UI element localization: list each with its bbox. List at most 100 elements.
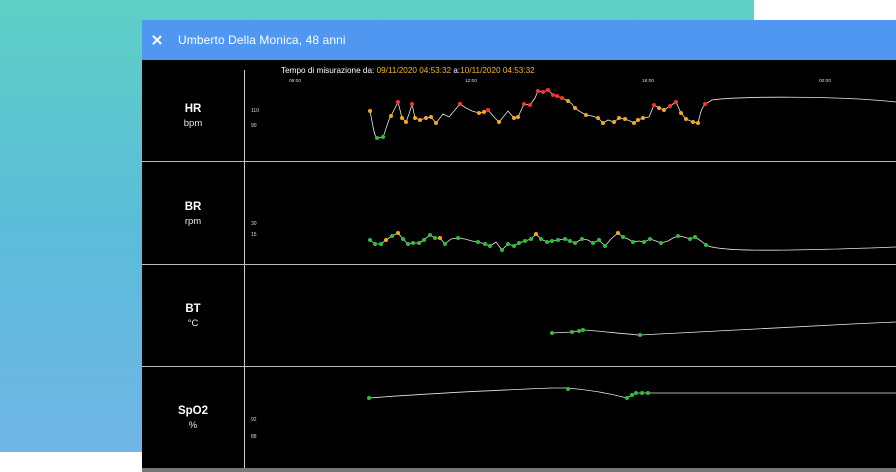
hr-point	[413, 116, 417, 120]
spo2-point	[634, 391, 638, 395]
spo2-point	[640, 391, 644, 395]
measurement-joiner: a:	[453, 66, 461, 75]
br-trend-line	[369, 232, 896, 251]
spo2-point	[630, 393, 634, 397]
y-tick: 92	[251, 417, 257, 423]
hr-point	[404, 120, 408, 124]
br-point	[422, 238, 426, 242]
spo2-point	[646, 391, 650, 395]
br-point	[368, 238, 372, 242]
br-point	[616, 231, 620, 235]
hr-point	[389, 114, 393, 118]
hr-point	[368, 109, 372, 113]
hr-point	[636, 118, 640, 122]
br-point	[523, 239, 527, 243]
hr-point	[674, 100, 678, 104]
row-label-spo2: SpO2 %	[142, 405, 244, 431]
hr-point	[566, 99, 570, 103]
x-tick: 06:00	[289, 79, 302, 84]
br-point	[390, 234, 394, 238]
hr-point	[375, 136, 379, 140]
hr-point	[652, 103, 656, 107]
hr-point	[555, 94, 559, 98]
x-tick: 18:00	[642, 79, 655, 84]
br-point	[517, 241, 521, 245]
br-point	[417, 241, 421, 245]
hr-point	[601, 121, 605, 125]
hr-point	[696, 121, 700, 125]
hr-point	[410, 102, 414, 106]
br-point	[642, 240, 646, 244]
y-tick: 15	[251, 232, 257, 238]
br-point	[573, 241, 577, 245]
hr-point	[691, 120, 695, 124]
br-point	[563, 237, 567, 241]
br-point	[433, 236, 437, 240]
hr-point	[546, 88, 550, 92]
hr-point	[424, 116, 428, 120]
br-point	[676, 234, 680, 238]
row-label-hr: HR bpm	[142, 103, 244, 129]
hr-point	[482, 110, 486, 114]
spo2-point	[625, 396, 629, 400]
bt-point	[570, 330, 574, 334]
br-point	[401, 237, 405, 241]
br-point	[631, 240, 635, 244]
br-point	[428, 233, 432, 237]
br-point	[443, 242, 447, 246]
patient-vitals-window: Umberto Della Monica, 48 anni Tempo di m…	[142, 20, 896, 472]
hr-point	[400, 116, 404, 120]
row-label-bt: BT °C	[142, 303, 244, 329]
x-tick: 00:00	[819, 79, 832, 84]
row-br	[142, 161, 896, 265]
vital-unit: bpm	[183, 118, 203, 129]
y-tick: 30	[251, 221, 257, 227]
bt-point	[581, 328, 585, 332]
br-point	[396, 231, 400, 235]
hr-point	[662, 108, 666, 112]
bt-point	[550, 331, 554, 335]
br-point	[550, 239, 554, 243]
bt-point	[577, 329, 581, 333]
br-point	[384, 238, 388, 242]
bt-point	[638, 333, 642, 337]
br-point	[545, 240, 549, 244]
br-point	[591, 241, 595, 245]
br-point	[603, 244, 607, 248]
y-tick: 90	[251, 123, 257, 129]
title-bar: Umberto Della Monica, 48 anni	[142, 20, 896, 60]
hr-point	[381, 135, 385, 139]
br-point	[580, 237, 584, 241]
hr-point	[536, 89, 540, 93]
hr-point	[418, 118, 422, 122]
br-point	[688, 237, 692, 241]
hr-point	[684, 117, 688, 121]
vital-code: SpO2	[177, 405, 209, 417]
br-point	[539, 237, 543, 241]
hr-point	[679, 111, 683, 115]
br-point	[379, 242, 383, 246]
spo2-point	[566, 387, 570, 391]
hr-trend-line	[369, 89, 896, 139]
hr-point	[434, 121, 438, 125]
br-point	[483, 242, 487, 246]
br-point	[529, 237, 533, 241]
hr-point	[668, 104, 672, 108]
vital-code: BT	[185, 303, 201, 315]
hr-point	[623, 117, 627, 121]
hr-point	[528, 103, 532, 107]
br-point	[693, 235, 697, 239]
hr-point	[457, 101, 463, 107]
hr-point	[617, 116, 621, 120]
vital-unit: %	[188, 420, 198, 431]
hr-point	[396, 100, 400, 104]
br-point	[597, 238, 601, 242]
labels-column	[142, 70, 245, 472]
horizontal-scrollbar[interactable]	[142, 468, 896, 472]
br-point	[373, 242, 377, 246]
br-point	[534, 232, 538, 236]
row-label-br: BR rpm	[142, 201, 244, 227]
br-point	[568, 239, 572, 243]
br-points	[368, 231, 708, 252]
br-point	[500, 248, 504, 252]
